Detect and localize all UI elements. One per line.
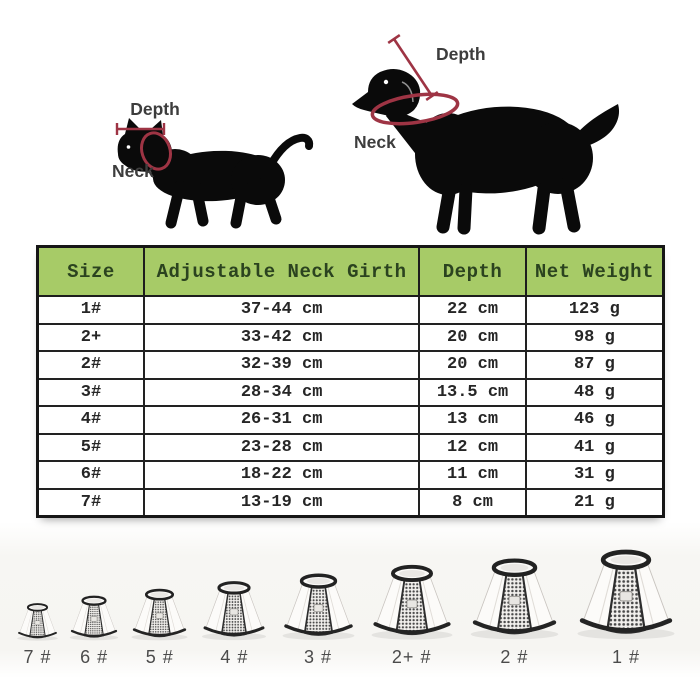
table-cell: 5#: [36, 432, 145, 462]
table-row: 7# 13-19 cm 8 cm 21 g: [36, 487, 665, 518]
table-cell: 3#: [36, 377, 145, 407]
dog-measure-marks: [370, 34, 460, 126]
cone-label: 6 #: [80, 647, 109, 667]
table-cell: 13.5 cm: [418, 377, 527, 407]
cone-figure: 2 #: [464, 554, 565, 668]
table-row: 5# 23-28 cm 12 cm 41 g: [36, 432, 665, 462]
table-cell: 6#: [36, 460, 145, 490]
cone-figure: 7 #: [14, 601, 61, 668]
cone-photo-strip: 7 # 6 # 5 # 4 # 3 # 2+ # 2 # 1 #: [0, 522, 700, 678]
cat-eye: [126, 145, 131, 149]
table-cell: 20 cm: [418, 322, 527, 352]
cone-label: 7 #: [23, 647, 52, 667]
table-cell: 37-44 cm: [142, 295, 421, 325]
cone-label: 5 #: [145, 647, 174, 667]
cone-illustration: [577, 549, 675, 640]
table-cell: 7#: [36, 487, 145, 518]
table-cell: 31 g: [524, 460, 665, 490]
table-cell: 18-22 cm: [142, 460, 421, 490]
cone-figure: 1 #: [570, 545, 682, 668]
dog-measurement-diagram: Depth Neck: [352, 34, 620, 235]
cone-label: 2+ #: [391, 647, 432, 667]
cone-illustration: [17, 603, 58, 641]
table-cell: 8 cm: [418, 487, 527, 518]
table-cell: 12 cm: [418, 432, 527, 462]
table-cell: 2#: [36, 350, 145, 380]
cone-figure: 4 #: [197, 578, 271, 668]
table-cell: 32-39 cm: [142, 350, 421, 380]
cone-figure: 2+ #: [365, 561, 459, 668]
cat-depth-label: Depth: [130, 99, 180, 119]
cone-label: 3 #: [304, 647, 333, 667]
cat-measure-marks: [115, 123, 172, 171]
cone-label: 1 #: [611, 647, 640, 667]
column-header: Depth: [418, 245, 527, 297]
cat-neck-ring: [140, 131, 172, 171]
dog-depth-label: Depth: [436, 44, 486, 64]
cone-figure: 5 #: [127, 586, 192, 668]
dog-neck-label: Neck: [354, 132, 396, 152]
table-cell: 2+: [36, 322, 145, 352]
size-chart-wrapper: Size Adjustable Neck Girth Depth Net Weight…: [36, 245, 665, 518]
table-cell: 21 g: [524, 487, 665, 518]
table-cell: 26-31 cm: [142, 405, 421, 435]
table-cell: 28-34 cm: [142, 377, 421, 407]
dog-silhouette: [352, 69, 620, 235]
table-cell: 13 cm: [418, 405, 527, 435]
table-cell: 98 g: [524, 322, 665, 352]
table-cell: 1#: [36, 295, 145, 325]
table-row: 1# 37-44 cm 22 cm 123 g: [36, 295, 665, 325]
column-header: Net Weight: [524, 245, 665, 297]
table-row: 6# 18-22 cm 11 cm 31 g: [36, 460, 665, 490]
cat-silhouette: [117, 118, 314, 229]
table-cell: 46 g: [524, 405, 665, 435]
cone-illustration: [69, 595, 119, 641]
table-cell: 22 cm: [418, 295, 527, 325]
cone-illustration: [131, 588, 188, 641]
size-chart-table: Size Adjustable Neck Girth Depth Net Weight…: [36, 245, 665, 518]
cone-label: 4 #: [220, 647, 249, 667]
column-header: Adjustable Neck Girth: [142, 245, 421, 297]
table-header-row: Size Adjustable Neck Girth Depth Net Weight: [36, 245, 665, 297]
dog-neck-ring: [370, 92, 460, 126]
cone-illustration: [282, 573, 355, 640]
table-row: 2+ 33-42 cm 20 cm 98 g: [36, 322, 665, 352]
table-row: 3# 28-34 cm 13.5 cm 48 g: [36, 377, 665, 407]
table-cell: 123 g: [524, 295, 665, 325]
cone-label: 2 #: [500, 647, 529, 667]
cat-neck-label: Neck: [112, 161, 154, 181]
cone-illustration: [371, 564, 453, 640]
dog-depth-measure-line: [392, 38, 434, 97]
table-cell: 87 g: [524, 350, 665, 380]
cat-measurement-diagram: Depth Neck: [112, 99, 314, 229]
table-cell: 20 cm: [418, 350, 527, 380]
table-cell: 41 g: [524, 432, 665, 462]
cone-row: 7 # 6 # 5 # 4 # 3 # 2+ # 2 # 1 #: [0, 522, 700, 678]
cone-figure: 6 #: [66, 593, 122, 668]
table-cell: 13-19 cm: [142, 487, 421, 518]
table-row: 4# 26-31 cm 13 cm 46 g: [36, 405, 665, 435]
column-header: Size: [36, 245, 145, 297]
dog-eye: [383, 79, 389, 85]
table-row: 2# 32-39 cm 20 cm 87 g: [36, 350, 665, 380]
cone-illustration: [470, 558, 559, 640]
table-cell: 23-28 cm: [142, 432, 421, 462]
table-cell: 4#: [36, 405, 145, 435]
cone-figure: 3 #: [277, 570, 360, 668]
table-cell: 48 g: [524, 377, 665, 407]
table-cell: 33-42 cm: [142, 322, 421, 352]
table-cell: 11 cm: [418, 460, 527, 490]
cone-illustration: [202, 581, 267, 641]
